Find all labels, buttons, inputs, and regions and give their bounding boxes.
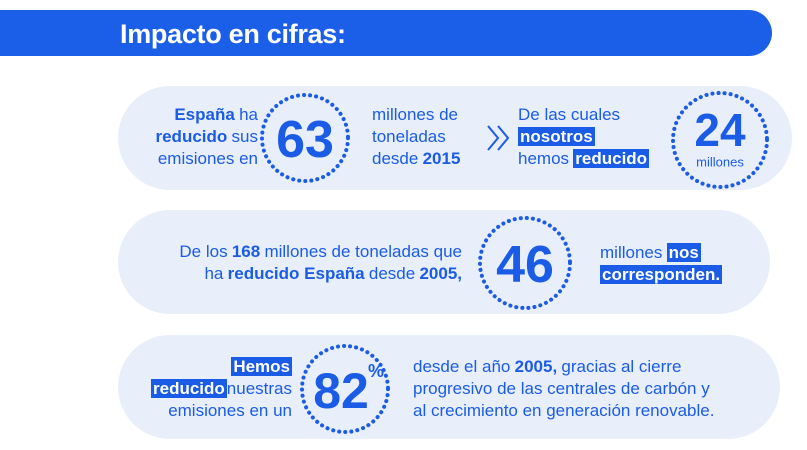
figure: 24 bbox=[694, 104, 746, 156]
text: 2015 bbox=[422, 149, 461, 168]
text-line: desde 2015 bbox=[372, 148, 460, 170]
header-bar: Impacto en cifras: bbox=[0, 10, 772, 56]
text: España bbox=[174, 105, 235, 124]
figure: 46 bbox=[496, 236, 554, 294]
text: desde bbox=[368, 264, 416, 283]
text: desde bbox=[372, 149, 419, 168]
highlight-text: Hemos bbox=[231, 357, 292, 376]
text-block: Hemos reducido nuestras emisiones en un bbox=[151, 356, 292, 422]
text-line: emisiones en bbox=[155, 148, 258, 170]
title: Impacto en cifras: bbox=[120, 19, 346, 49]
text: De los bbox=[179, 242, 228, 261]
text: toneladas bbox=[372, 127, 446, 146]
figure-circle: 46 bbox=[478, 216, 572, 310]
text: nuestras bbox=[226, 379, 292, 398]
figure: 82 bbox=[313, 363, 369, 419]
figure-circle: 82 % bbox=[300, 344, 390, 434]
dotted-ring bbox=[671, 91, 769, 189]
highlight-text: corresponden. bbox=[600, 265, 723, 284]
text-line: desde el año 2005, gracias al cierre bbox=[413, 356, 714, 378]
highlight-text: nos bbox=[666, 243, 701, 262]
text: millones de bbox=[372, 105, 458, 124]
figure-circle: 24 millones bbox=[671, 91, 769, 189]
figure-suffix: % bbox=[368, 361, 384, 381]
text: desde el año bbox=[413, 357, 511, 376]
text-line: corresponden. bbox=[600, 264, 723, 286]
figure-caption: millones bbox=[696, 155, 744, 170]
figure: 63 bbox=[276, 111, 334, 169]
text-line: España ha bbox=[155, 104, 258, 126]
text-line: De las cuales bbox=[518, 104, 649, 126]
text-line: hemos reducido bbox=[518, 148, 650, 170]
text: emisiones en un bbox=[168, 401, 292, 420]
row-panel bbox=[118, 86, 792, 190]
text-line: Hemos bbox=[151, 356, 292, 378]
text: reducido bbox=[155, 127, 228, 146]
text: reducido España bbox=[227, 264, 365, 283]
row-panel bbox=[118, 210, 770, 314]
chevron-icon bbox=[487, 125, 510, 151]
text-line: toneladas bbox=[372, 126, 460, 148]
text-line: reducido nuestras bbox=[151, 378, 292, 400]
highlight-text: reducido bbox=[573, 149, 650, 168]
text-block: desde el año 2005, gracias al cierre progr… bbox=[413, 356, 714, 422]
dotted-ring bbox=[260, 93, 350, 183]
text-line: emisiones en un bbox=[151, 400, 292, 422]
highlight-text: nosotros bbox=[518, 127, 595, 146]
text: 2005, bbox=[419, 264, 462, 283]
text-line: millones nos bbox=[600, 242, 722, 264]
text: 2005, bbox=[514, 357, 558, 376]
text-block: De los 168 millones de toneladas que ha red… bbox=[179, 241, 462, 285]
text-line: millones de bbox=[372, 104, 460, 126]
text: millones bbox=[600, 243, 663, 262]
text: progresivo de las centrales de carbón y bbox=[413, 379, 710, 398]
text: ha bbox=[204, 264, 224, 283]
figure-circle: 63 bbox=[260, 93, 350, 183]
text: sus bbox=[231, 127, 258, 146]
highlight-text: reducido bbox=[151, 379, 227, 398]
text: al crecimiento en generación renovable. bbox=[413, 401, 715, 420]
text-block: millones nos corresponden. bbox=[600, 242, 723, 286]
text-block: De las cuales nosotros hemos reducido bbox=[518, 104, 650, 170]
text: emisiones en bbox=[157, 149, 258, 168]
text: De las cuales bbox=[518, 105, 621, 124]
text-line: progresivo de las centrales de carbón y bbox=[413, 378, 714, 400]
text: ha bbox=[239, 105, 258, 124]
text-block: millones de toneladas desde 2015 bbox=[372, 104, 460, 170]
row-panel bbox=[118, 335, 780, 439]
dotted-ring bbox=[478, 216, 572, 310]
text-line: nosotros bbox=[518, 126, 649, 148]
text-line: al crecimiento en generación renovable. bbox=[413, 400, 714, 422]
text-block: España ha reducido sus emisiones en bbox=[155, 104, 258, 170]
text-line: De los 168 millones de toneladas que bbox=[179, 241, 462, 263]
text: hemos bbox=[518, 149, 570, 168]
dotted-ring bbox=[300, 344, 390, 434]
text: millones de toneladas que bbox=[264, 242, 462, 261]
text: gracias al cierre bbox=[561, 357, 682, 376]
text-line: reducido sus bbox=[155, 126, 258, 148]
text: 168 bbox=[231, 242, 261, 261]
text-line: ha reducido España desde 2005, bbox=[179, 263, 462, 285]
